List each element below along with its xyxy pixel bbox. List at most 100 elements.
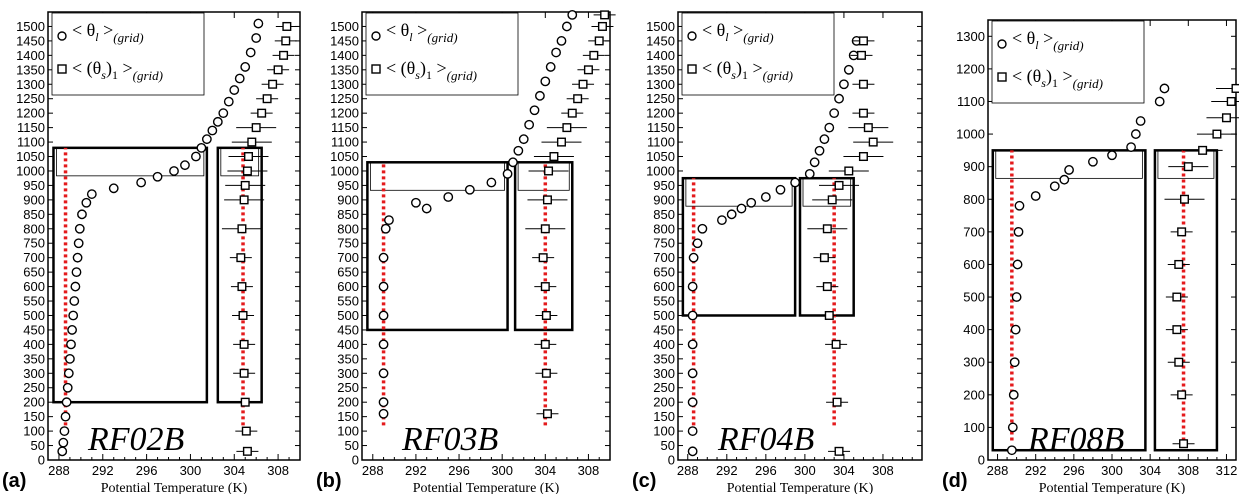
data-point-square — [834, 180, 844, 190]
y-tick-label: 950 — [23, 178, 45, 193]
data-point-square — [578, 79, 588, 89]
data-point-circle — [1014, 200, 1025, 211]
data-point-circle — [1011, 292, 1022, 302]
data-point-square — [831, 339, 841, 349]
data-point-circle — [1009, 357, 1020, 368]
data-point-square — [242, 166, 252, 176]
y-tick-label: 850 — [653, 207, 675, 222]
data-point-circle — [86, 189, 97, 199]
data-point-circle — [824, 122, 835, 133]
y-tick-label: 250 — [23, 380, 45, 395]
data-point-circle — [378, 368, 389, 379]
data-point-circle — [1006, 445, 1017, 456]
inversion-box — [995, 149, 1143, 179]
flight-label: RF04B — [717, 421, 815, 458]
data-point-circle — [1130, 129, 1141, 139]
y-tick-label: 1100 — [647, 135, 675, 150]
data-point-circle — [223, 96, 234, 107]
data-point-circle — [63, 368, 74, 379]
data-point-circle — [1010, 324, 1021, 335]
data-point-circle — [136, 177, 147, 188]
data-point-circle — [1059, 174, 1070, 185]
y-tick-label: 400 — [963, 322, 985, 337]
data-point-circle — [234, 73, 245, 84]
data-point-square — [240, 397, 250, 407]
y-tick-label: 800 — [337, 221, 359, 236]
data-point-circle — [69, 296, 80, 306]
legend-entry-1: < θl >(grid) — [72, 20, 144, 45]
data-point-square — [541, 310, 551, 320]
y-tick-label: 1150 — [17, 120, 45, 135]
data-point-circle — [524, 119, 535, 130]
y-tick-label: 1050 — [16, 149, 45, 164]
y-tick-label: 1300 — [956, 29, 985, 44]
x-tick-label: 288 — [987, 463, 1009, 478]
x-tick-label: 292 — [716, 463, 738, 478]
flight-label: RF02B — [87, 421, 185, 458]
chart-panel-a: 0501001502002503003504004505005506006507… — [2, 11, 301, 494]
legend-entry-1: < θl >(grid) — [702, 20, 774, 45]
data-point-circle — [687, 426, 698, 436]
y-tick-label: 1000 — [646, 163, 675, 178]
y-tick-label: 1200 — [956, 61, 985, 76]
data-point-square — [541, 368, 551, 378]
data-point-square — [594, 36, 604, 46]
data-point-circle — [839, 79, 849, 90]
data-point-square — [240, 180, 250, 190]
data-point-circle — [207, 125, 218, 136]
data-point-circle — [66, 339, 76, 350]
data-point-square — [238, 310, 248, 320]
data-point-square — [583, 65, 593, 75]
data-point-circle — [697, 223, 708, 234]
data-point-circle — [814, 145, 825, 156]
x-tick-label: 296 — [755, 463, 777, 478]
x-tick-label: 304 — [223, 463, 245, 478]
data-point-circle — [687, 281, 698, 292]
data-point-square — [834, 446, 844, 456]
data-point-circle — [240, 62, 251, 72]
x-tick-label: 304 — [534, 463, 556, 478]
data-point-square — [239, 339, 249, 349]
y-tick-label: 600 — [23, 279, 45, 294]
legend-entry-2: < (θs)1 >(grid) — [702, 58, 793, 83]
data-point-circle — [687, 339, 698, 350]
y-tick-label: 500 — [23, 308, 45, 323]
data-point-circle — [561, 21, 572, 32]
y-tick-label: 50 — [661, 438, 675, 453]
y-tick-label: 200 — [23, 395, 45, 410]
data-point-square — [1174, 357, 1184, 367]
y-tick-label: 750 — [653, 236, 675, 251]
legend-frame — [991, 20, 1145, 104]
data-point-circle — [829, 108, 840, 119]
y-tick-label: 1450 — [646, 33, 675, 48]
y-tick-label: 1050 — [646, 149, 675, 164]
data-point-circle — [1007, 422, 1018, 433]
y-tick-label: 150 — [23, 409, 45, 424]
data-point-square — [824, 310, 834, 320]
data-point-square — [262, 94, 272, 104]
data-point-circle — [1064, 165, 1074, 175]
data-point-square — [822, 224, 832, 234]
data-point-circle — [518, 134, 529, 145]
y-tick-label: 1500 — [16, 19, 45, 34]
data-point-circle — [411, 197, 421, 208]
x-tick-label: 300 — [1101, 463, 1123, 478]
data-point-square — [268, 79, 278, 89]
y-tick-label: 200 — [963, 387, 985, 402]
x-tick-label: 304 — [1139, 463, 1161, 478]
data-point-circle — [746, 197, 757, 208]
y-tick-label: 350 — [23, 351, 45, 366]
data-point-square — [247, 137, 257, 147]
y-tick-label: 900 — [653, 192, 675, 207]
data-point-circle — [567, 9, 578, 20]
data-point-circle — [513, 145, 524, 156]
y-tick-label: 500 — [337, 308, 359, 323]
data-point-square — [863, 123, 873, 133]
legend-square-marker — [57, 64, 67, 74]
y-tick-label: 400 — [23, 337, 45, 352]
data-point-circle — [218, 108, 229, 119]
x-tick-label: 288 — [677, 463, 699, 478]
x-tick-label: 312 — [1216, 463, 1238, 478]
y-tick-label: 0 — [352, 453, 359, 468]
y-tick-label: 1100 — [17, 135, 45, 150]
